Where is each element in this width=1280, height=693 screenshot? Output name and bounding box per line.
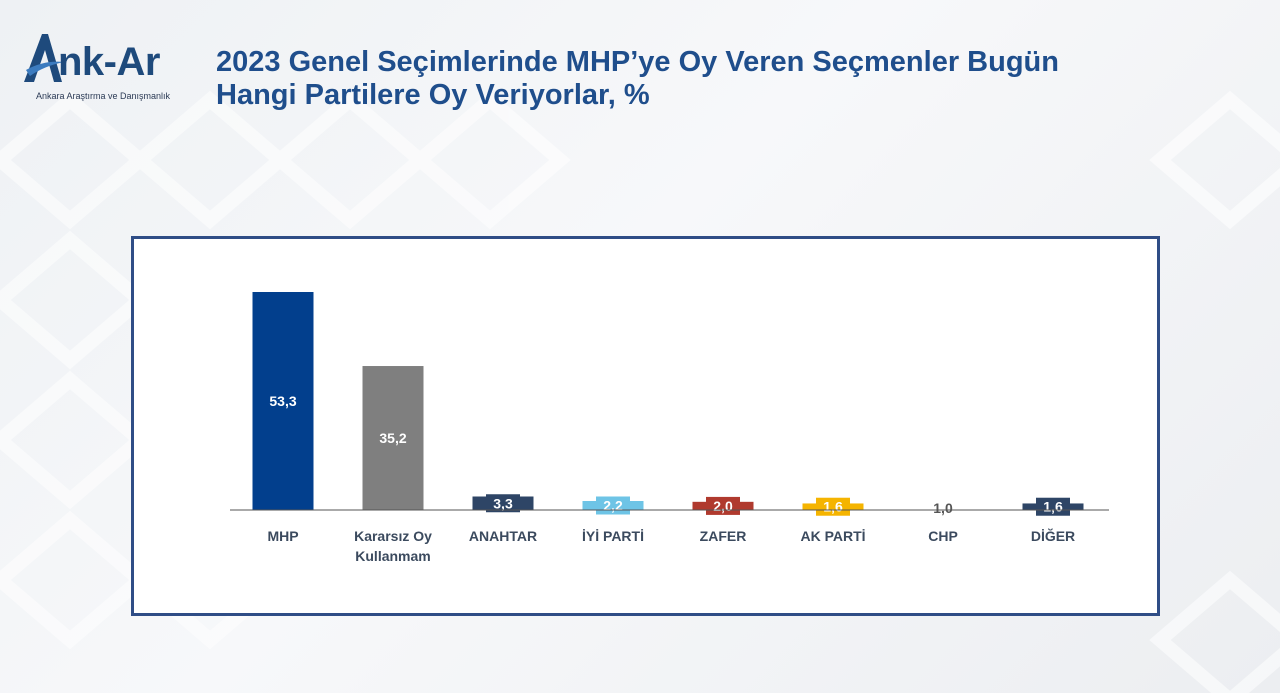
data-label-anahtar: 3,3: [493, 495, 513, 511]
data-label-bg-anahtar: [486, 494, 520, 513]
data-label-i-yi-parti-: 2,2: [603, 498, 623, 514]
category-label-mhp: MHP: [267, 528, 298, 544]
chart-title-line-2: Hangi Partilere Oy Veriyorlar, %: [216, 79, 650, 111]
logo-subtitle: Ankara Araştırma ve Danışmanlık: [36, 91, 171, 101]
bar-kararsız-oy-kullanmam: [362, 366, 424, 510]
bar-chart: 53,3 MHP 35,2 Kararsız Oy Kullanmam 3,3 ANAHTA…: [230, 292, 1109, 564]
data-label-bg-di-ğer: [1036, 497, 1070, 516]
data-label-ak-parti-: 1,6: [823, 499, 843, 515]
logo-a-mark-icon: [24, 34, 64, 82]
category-label-i-yi-parti-: İYİ PARTİ: [582, 528, 644, 544]
data-label-kararsız-oy-kullanmam: 35,2: [379, 430, 406, 446]
bar-mhp: [252, 292, 314, 510]
category-label-chp: CHP: [928, 528, 958, 544]
chart-title: 2023 Genel Seçimlerinde MHP’ye Oy Veren …: [216, 46, 1256, 112]
ank-ar-logo: nk-Ar Ankara Araştırma ve Danışmanlık: [22, 32, 197, 107]
logo-brand-text: nk-Ar: [58, 40, 160, 84]
data-label-zafer: 2,0: [713, 498, 733, 514]
chart-frame: 53,3 MHP 35,2 Kararsız Oy Kullanmam 3,3 ANAHTA…: [131, 236, 1160, 616]
chart-title-line-1: 2023 Genel Seçimlerinde MHP’ye Oy Veren …: [216, 46, 1059, 78]
category-label-kararsız-oy-kullanmam-line-1: Kararsız Oy: [354, 528, 432, 544]
data-label-mhp: 53,3: [269, 393, 296, 409]
category-label-anahtar: ANAHTAR: [469, 528, 537, 544]
category-label-zafer: ZAFER: [700, 528, 747, 544]
category-label-di-ğer: DİĞER: [1031, 527, 1075, 544]
data-label-bg-ak-parti-: [816, 497, 850, 516]
category-label-kararsız-oy-kullanmam-line-2: Kullanmam: [355, 548, 430, 564]
data-label-bg-chp: [926, 498, 960, 517]
data-label-chp: 1,0: [933, 500, 953, 516]
data-label-di-ğer: 1,6: [1043, 499, 1063, 515]
category-label-ak-parti-: AK PARTİ: [800, 528, 865, 544]
